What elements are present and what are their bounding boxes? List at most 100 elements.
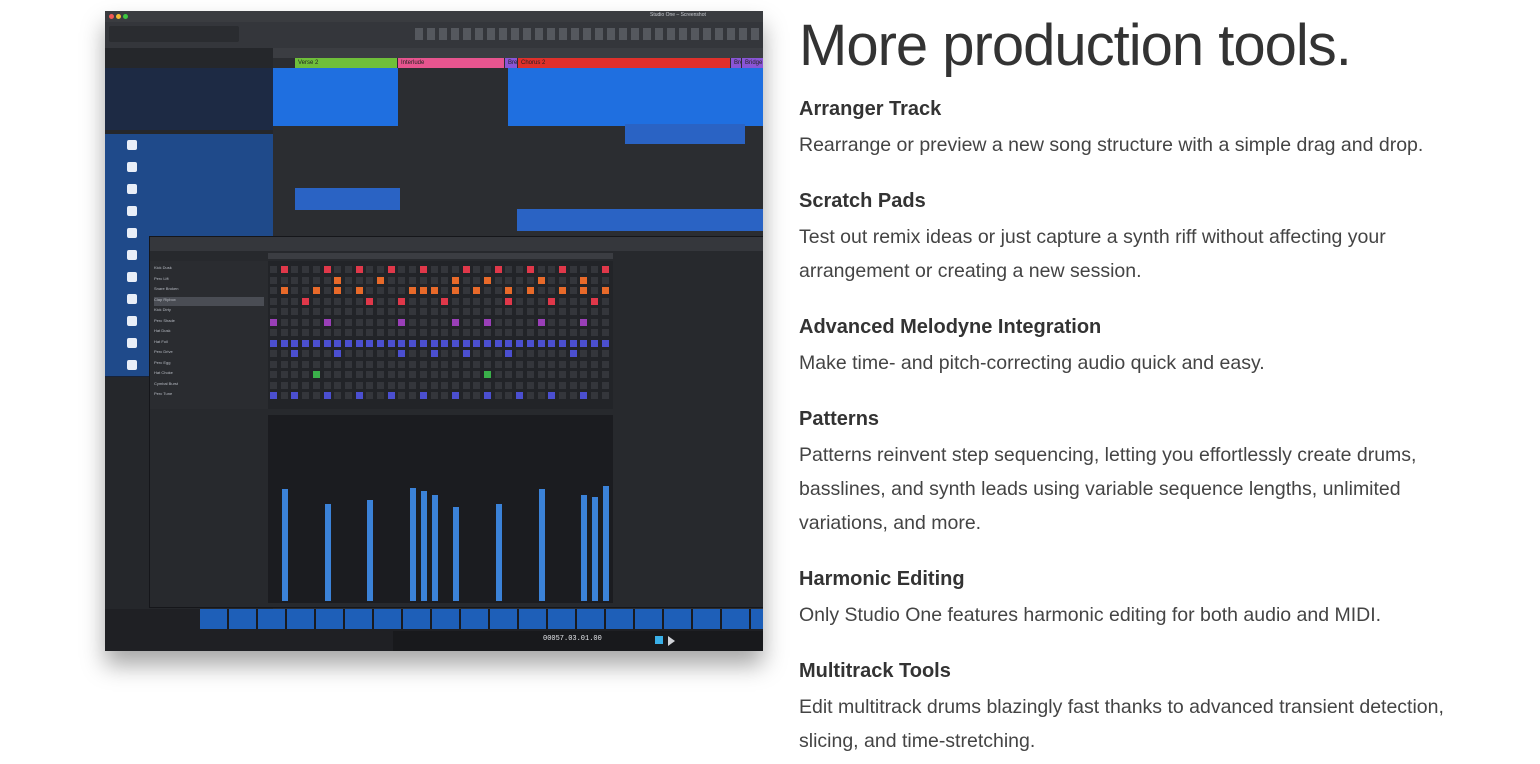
step-pad bbox=[548, 287, 556, 294]
step-pad bbox=[430, 329, 438, 336]
pattern-instrument-list: Kick Dusk Perc Lift Snare Broken Clap Ripbo… bbox=[150, 261, 268, 409]
step-pad bbox=[355, 392, 363, 399]
step-pad bbox=[355, 339, 363, 347]
step-pad bbox=[280, 371, 288, 378]
step-pad bbox=[505, 308, 513, 315]
step-pad bbox=[430, 392, 438, 399]
instrument-icon bbox=[127, 316, 137, 326]
step-pad bbox=[419, 308, 427, 315]
step-pad bbox=[601, 371, 609, 378]
step-pad bbox=[377, 392, 384, 399]
step-pad bbox=[441, 339, 449, 347]
step-pad bbox=[280, 392, 288, 399]
pattern-instrument-row: Perc Tune bbox=[154, 391, 173, 396]
step-pad bbox=[312, 360, 320, 368]
step-pad bbox=[366, 318, 374, 326]
arranger-section: Verse 2 bbox=[295, 58, 397, 68]
step-pad bbox=[580, 287, 588, 294]
step-pad bbox=[334, 308, 342, 315]
step-pad bbox=[291, 350, 299, 357]
feature-title-multitrack-tools: Multitrack Tools bbox=[799, 660, 951, 682]
step-pad bbox=[526, 266, 534, 273]
step-pad bbox=[526, 276, 534, 284]
step-pad bbox=[323, 329, 331, 336]
feature-desc-multitrack-tools: Edit multitrack drums blazingly fast tha… bbox=[799, 696, 1444, 752]
instrument-icon bbox=[127, 140, 137, 150]
step-pad bbox=[462, 350, 470, 357]
step-pad bbox=[312, 339, 320, 347]
step-pad bbox=[601, 318, 609, 326]
step-pad bbox=[548, 350, 556, 357]
step-pad bbox=[302, 318, 310, 326]
step-pad bbox=[280, 266, 288, 273]
step-pad bbox=[398, 339, 406, 347]
step-pad bbox=[591, 297, 598, 305]
step-pad bbox=[366, 381, 374, 389]
step-pad bbox=[569, 371, 577, 378]
step-pad bbox=[569, 266, 577, 273]
step-pad bbox=[516, 381, 524, 389]
step-pad bbox=[569, 276, 577, 284]
step-pad bbox=[548, 266, 556, 273]
instrument-icon bbox=[127, 162, 137, 172]
stop-icon[interactable] bbox=[655, 636, 663, 644]
velocity-bar bbox=[452, 507, 459, 601]
step-pad bbox=[580, 360, 588, 368]
step-pad bbox=[494, 266, 502, 273]
step-pad bbox=[355, 371, 363, 378]
step-pad bbox=[323, 318, 331, 326]
step-pad bbox=[344, 266, 352, 273]
step-pad bbox=[355, 266, 363, 273]
step-pad bbox=[526, 371, 534, 378]
step-pad bbox=[291, 371, 299, 378]
step-pad bbox=[270, 276, 277, 284]
step-pad bbox=[334, 329, 342, 336]
step-pad bbox=[484, 360, 491, 368]
track-header bbox=[105, 156, 273, 179]
step-pad bbox=[419, 287, 427, 294]
play-icon[interactable] bbox=[668, 636, 675, 646]
step-pad bbox=[366, 360, 374, 368]
step-pad bbox=[516, 318, 524, 326]
arranger-section: Bre bbox=[731, 58, 741, 68]
step-pad bbox=[270, 318, 277, 326]
step-pad bbox=[398, 318, 406, 326]
step-pad bbox=[419, 266, 427, 273]
step-pad bbox=[591, 392, 598, 399]
step-pad bbox=[591, 360, 598, 368]
step-pad bbox=[430, 318, 438, 326]
step-pad bbox=[270, 381, 277, 389]
step-pad bbox=[580, 276, 588, 284]
track-header bbox=[105, 134, 273, 157]
step-pad bbox=[430, 381, 438, 389]
step-pad bbox=[494, 339, 502, 347]
step-pad bbox=[302, 350, 310, 357]
step-pad bbox=[601, 287, 609, 294]
step-pad bbox=[451, 308, 459, 315]
step-pad bbox=[569, 350, 577, 357]
step-pad bbox=[494, 297, 502, 305]
step-pad bbox=[548, 381, 556, 389]
toolbar-tools bbox=[415, 28, 763, 40]
step-pad bbox=[270, 360, 277, 368]
step-pad bbox=[558, 297, 566, 305]
track-header bbox=[105, 178, 273, 201]
instrument-icon bbox=[127, 184, 137, 194]
step-pad bbox=[537, 392, 545, 399]
step-pad bbox=[462, 297, 470, 305]
step-pad bbox=[494, 287, 502, 294]
step-pad bbox=[505, 392, 513, 399]
step-pad bbox=[591, 287, 598, 294]
step-pad bbox=[334, 371, 342, 378]
step-pad bbox=[537, 297, 545, 305]
step-pad bbox=[580, 318, 588, 326]
instrument-icon bbox=[127, 250, 137, 260]
step-pad bbox=[398, 308, 406, 315]
step-pad bbox=[473, 308, 481, 315]
step-pad bbox=[473, 392, 481, 399]
step-pad bbox=[291, 276, 299, 284]
step-pad bbox=[302, 297, 310, 305]
step-pad bbox=[419, 276, 427, 284]
step-pad bbox=[312, 329, 320, 336]
step-pad bbox=[334, 276, 342, 284]
